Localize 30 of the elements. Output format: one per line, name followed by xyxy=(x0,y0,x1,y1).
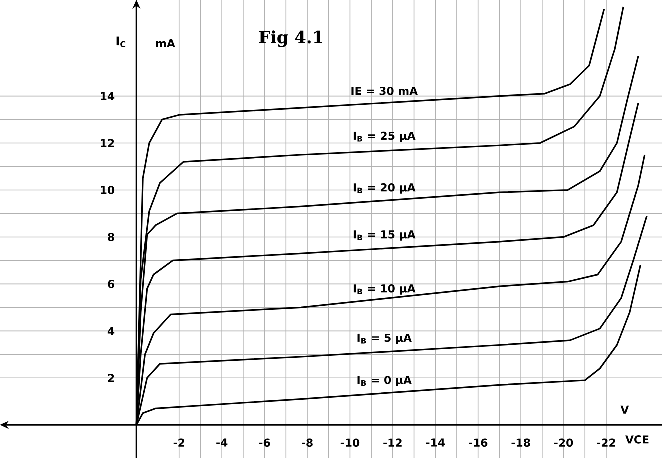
series-label: I$_{B}$ = 5 µA xyxy=(358,334,412,344)
x-tick-label: -12 xyxy=(384,438,402,447)
y-tick-label: 8 xyxy=(108,233,114,242)
series-label: I$_{B}$ = 20 µA xyxy=(354,184,416,194)
x-tick-label: -4 xyxy=(216,438,228,447)
y-tick-label: 10 xyxy=(101,186,115,194)
x-tick-label: -10 xyxy=(340,438,360,448)
series-label: I$_{B}$ = 15 µA xyxy=(354,230,416,241)
series-label: IE = 30 mA xyxy=(352,86,418,96)
annotation: mA xyxy=(156,40,176,48)
text: Fig 4.1 xyxy=(259,30,322,48)
y-tick-label: 12 xyxy=(101,139,114,148)
x-tick-label: -20 xyxy=(554,438,574,448)
y-axis-title: I$_{C}$ xyxy=(116,36,126,48)
y-tick-label: 2 xyxy=(108,374,114,382)
x-axis-title: VCE xyxy=(626,436,649,444)
series-label: I$_{B}$ = 25 µA xyxy=(354,132,416,142)
x-tick-label: -14 xyxy=(426,438,446,447)
y-tick-label: 14 xyxy=(101,92,115,100)
y-tick-label: 4 xyxy=(108,327,115,336)
x-tick-label: -6 xyxy=(259,438,270,448)
series-label: I$_{B}$ = 0 µA xyxy=(358,376,412,387)
x-tick-label: -16 xyxy=(469,438,488,448)
annotation: V xyxy=(620,406,630,414)
x-tick-label: -8 xyxy=(302,438,313,448)
x-tick-label: -22 xyxy=(597,438,616,447)
series-label: I$_{B}$ = 10 µA xyxy=(354,284,416,295)
x-tick-label: -2 xyxy=(174,438,185,447)
x-tick-label: -18 xyxy=(512,438,530,448)
y-tick-label: 6 xyxy=(108,280,114,288)
